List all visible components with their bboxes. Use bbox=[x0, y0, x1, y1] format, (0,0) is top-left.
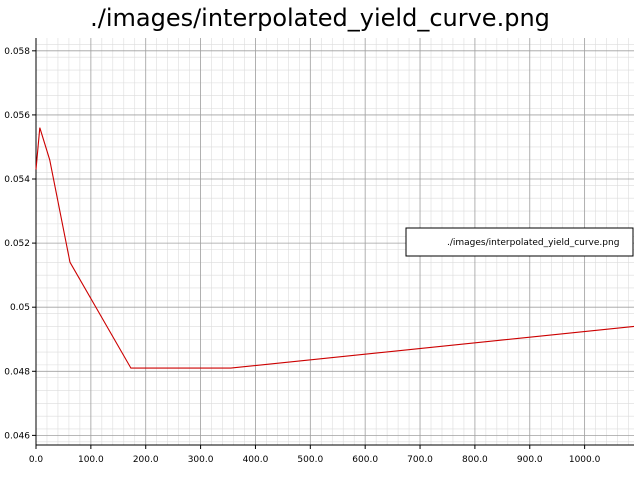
x-tick-label: 800.0 bbox=[462, 455, 488, 465]
x-tick-label: 0.0 bbox=[29, 455, 44, 465]
x-tick-label: 900.0 bbox=[517, 455, 543, 465]
y-tick-label: 0.054 bbox=[4, 175, 30, 185]
x-tick-label: 100.0 bbox=[78, 455, 104, 465]
x-tick-label: 1000.0 bbox=[569, 455, 601, 465]
x-tick-label: 500.0 bbox=[297, 455, 323, 465]
chart-title: ./images/interpolated_yield_curve.png bbox=[90, 4, 550, 32]
y-tick-label: 0.048 bbox=[4, 367, 30, 377]
legend-box bbox=[405, 227, 634, 257]
x-tick-label: 700.0 bbox=[407, 455, 433, 465]
x-tick-label: 600.0 bbox=[352, 455, 378, 465]
legend: ./images/interpolated_yield_curve.png bbox=[405, 227, 634, 257]
y-tick-label: 0.056 bbox=[4, 111, 30, 121]
x-tick-label: 300.0 bbox=[188, 455, 214, 465]
major-grid bbox=[35, 38, 634, 445]
y-tick-label: 0.05 bbox=[10, 303, 30, 313]
y-tick-label: 0.046 bbox=[4, 431, 30, 441]
series-line bbox=[35, 127, 635, 369]
legend-entry-label: ./images/interpolated_yield_curve.png bbox=[447, 238, 619, 248]
y-tick-label: 0.058 bbox=[4, 47, 30, 57]
y-tick-label: 0.052 bbox=[4, 239, 30, 249]
x-tick-label: 200.0 bbox=[133, 455, 159, 465]
x-tick-label: 400.0 bbox=[243, 455, 269, 465]
